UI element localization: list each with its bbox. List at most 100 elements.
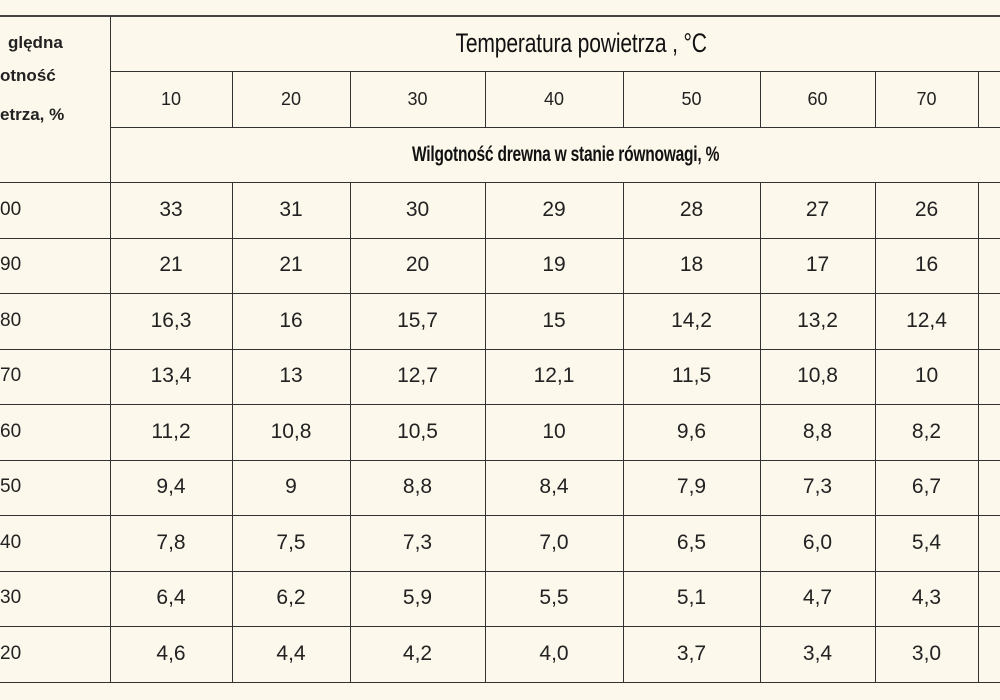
grid-line-vertical bbox=[760, 71, 761, 127]
moisture-value-cell: 9 bbox=[285, 475, 297, 499]
grid-line-horizontal bbox=[110, 71, 1000, 72]
relative-humidity-cell: 40 bbox=[0, 531, 22, 553]
grid-line-vertical bbox=[978, 71, 979, 127]
moisture-value-cell: 4,2 bbox=[402, 641, 433, 665]
table-subtitle: Wilgotność drewna w stanie równowagi, % bbox=[411, 142, 720, 166]
moisture-value-cell: 27 bbox=[805, 197, 830, 221]
relative-humidity-cell: 80 bbox=[0, 309, 22, 331]
moisture-value-cell: 5,9 bbox=[402, 586, 433, 610]
moisture-value-cell: 7,0 bbox=[539, 530, 569, 554]
moisture-value-cell: 10,8 bbox=[270, 419, 312, 443]
moisture-value-cell: 3,0 bbox=[911, 641, 942, 665]
moisture-value-cell: 8,8 bbox=[402, 475, 433, 499]
moisture-value-cell: 5,5 bbox=[539, 586, 569, 610]
moisture-value-cell: 6,0 bbox=[802, 530, 833, 554]
moisture-value-cell: 5,1 bbox=[676, 586, 707, 610]
relative-humidity-cell: 20 bbox=[0, 642, 22, 664]
moisture-value-cell: 10,8 bbox=[797, 364, 838, 388]
moisture-value-cell: 4,6 bbox=[156, 641, 186, 665]
moisture-value-cell: 16,3 bbox=[150, 308, 192, 332]
table-top-border bbox=[0, 15, 1000, 17]
temperature-column-header: 30 bbox=[407, 88, 428, 109]
moisture-value-cell: 4,0 bbox=[539, 641, 569, 665]
grid-line-vertical bbox=[875, 182, 876, 682]
grid-line-vertical bbox=[623, 71, 624, 127]
temperature-column-header: 10 bbox=[160, 88, 182, 109]
moisture-subheader-cell: Wilgotność drewna w stanie równowagi, % bbox=[110, 127, 1000, 182]
moisture-value-cell: 28 bbox=[679, 197, 704, 221]
moisture-value-cell: 26 bbox=[914, 197, 939, 221]
moisture-value-cell: 31 bbox=[279, 197, 303, 221]
relative-humidity-cell: 90 bbox=[0, 254, 22, 276]
moisture-value-cell: 6,4 bbox=[156, 586, 186, 610]
moisture-value-cell: 6,2 bbox=[276, 586, 306, 610]
grid-line-vertical bbox=[110, 16, 111, 682]
moisture-value-cell: 10 bbox=[914, 364, 939, 388]
moisture-value-cell: 18 bbox=[679, 253, 704, 277]
grid-line-horizontal bbox=[110, 127, 1000, 128]
moisture-value-cell: 19 bbox=[542, 253, 566, 277]
moisture-value-cell: 4,3 bbox=[911, 586, 942, 610]
table-title: Temperatura powietrza , °C bbox=[455, 28, 707, 58]
grid-line-vertical bbox=[485, 71, 486, 127]
grid-line-vertical bbox=[232, 71, 233, 127]
temperature-column-header: 50 bbox=[681, 88, 702, 109]
moisture-value-cell: 12,7 bbox=[397, 364, 438, 388]
moisture-value-cell: 20 bbox=[405, 253, 430, 277]
moisture-value-cell: 11,2 bbox=[151, 419, 191, 443]
relative-humidity-cell: 30 bbox=[0, 587, 22, 609]
relative-humidity-cell: 60 bbox=[0, 420, 22, 442]
grid-line-horizontal bbox=[0, 237, 1000, 239]
moisture-value-cell: 7,8 bbox=[156, 530, 186, 554]
moisture-value-cell: 8,8 bbox=[802, 419, 833, 443]
moisture-value-cell: 7,3 bbox=[402, 530, 433, 554]
moisture-value-cell: 7,9 bbox=[676, 475, 707, 499]
moisture-value-cell: 15,7 bbox=[397, 308, 438, 332]
grid-line-horizontal bbox=[0, 515, 1000, 516]
grid-line-horizontal bbox=[0, 681, 1000, 683]
grid-line-horizontal bbox=[0, 182, 1000, 183]
moisture-value-cell: 15 bbox=[542, 308, 566, 332]
moisture-value-cell: 5,4 bbox=[911, 530, 942, 554]
relative-humidity-cell: 50 bbox=[0, 476, 22, 498]
row-header-label-line: etrza, % bbox=[0, 105, 65, 124]
grid-line-vertical bbox=[350, 182, 351, 682]
grid-line-vertical bbox=[760, 182, 761, 682]
grid-line-vertical bbox=[485, 182, 486, 682]
moisture-value-cell: 9,4 bbox=[156, 475, 186, 499]
grid-line-horizontal bbox=[0, 570, 1000, 572]
moisture-value-cell: 10,5 bbox=[397, 419, 438, 443]
grid-line-vertical bbox=[875, 71, 876, 127]
moisture-value-cell: 16 bbox=[914, 253, 939, 277]
row-header-label-line: otność bbox=[0, 66, 56, 85]
temperature-column-header: 40 bbox=[543, 88, 565, 109]
moisture-value-cell: 16 bbox=[279, 308, 303, 332]
moisture-value-cell: 4,7 bbox=[802, 586, 833, 610]
grid-line-vertical bbox=[350, 71, 351, 127]
grid-line-vertical bbox=[232, 182, 233, 682]
moisture-value-cell: 12,1 bbox=[533, 364, 575, 388]
moisture-value-cell: 7,3 bbox=[802, 475, 833, 499]
moisture-value-cell: 13,4 bbox=[150, 364, 192, 388]
moisture-value-cell: 3,4 bbox=[802, 641, 833, 665]
grid-line-horizontal bbox=[0, 348, 1000, 350]
temperature-column-header: 70 bbox=[916, 88, 937, 109]
grid-line-vertical bbox=[623, 182, 624, 682]
moisture-value-cell: 8,2 bbox=[911, 419, 942, 443]
moisture-value-cell: 30 bbox=[405, 197, 430, 221]
moisture-value-cell: 4,4 bbox=[276, 641, 306, 665]
relative-humidity-cell: 70 bbox=[0, 365, 22, 387]
grid-line-horizontal bbox=[0, 404, 1000, 405]
moisture-value-cell: 21 bbox=[279, 253, 303, 277]
moisture-value-cell: 3,7 bbox=[676, 641, 707, 665]
moisture-value-cell: 21 bbox=[159, 253, 183, 277]
grid-line-horizontal bbox=[0, 293, 1000, 294]
moisture-value-cell: 8,4 bbox=[539, 475, 569, 499]
moisture-value-cell: 10 bbox=[542, 419, 566, 443]
moisture-value-cell: 6,7 bbox=[911, 475, 942, 499]
moisture-value-cell: 9,6 bbox=[676, 419, 707, 443]
temperature-column-header: 60 bbox=[807, 88, 828, 109]
row-header-label: ględna otność etrza, % bbox=[0, 16, 110, 182]
moisture-value-cell: 13,2 bbox=[797, 308, 838, 332]
grid-line-horizontal bbox=[0, 459, 1000, 461]
